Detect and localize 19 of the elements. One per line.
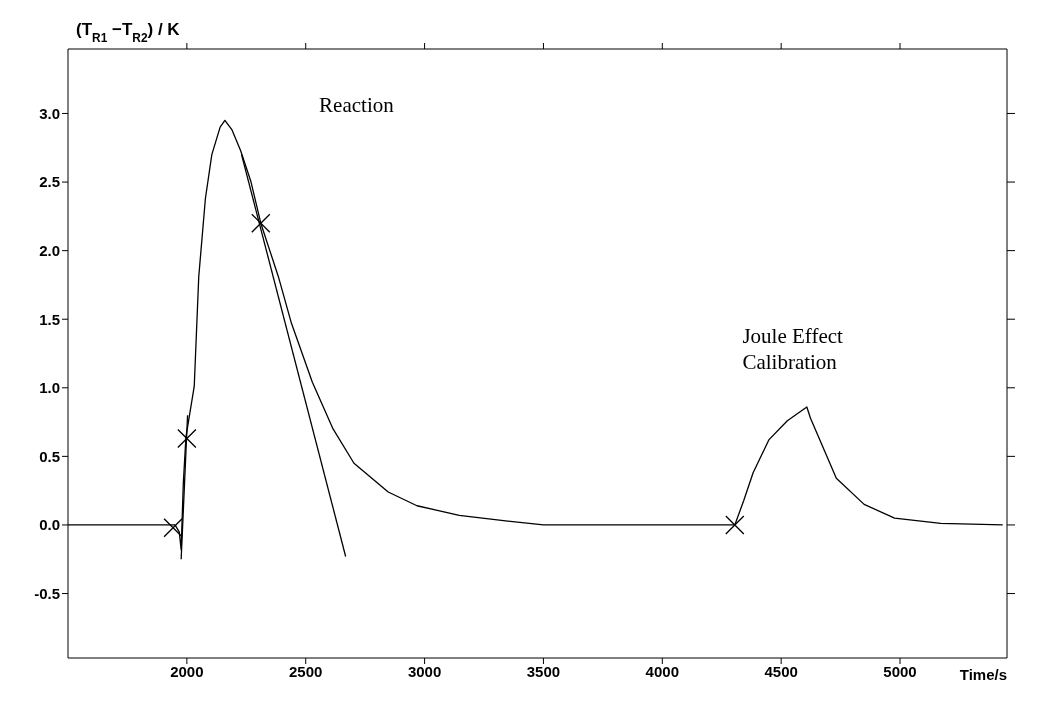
y-tick-label: -0.5 xyxy=(34,584,60,602)
x-tick-label: 5000 xyxy=(883,662,917,680)
x-tick-label: 2500 xyxy=(289,662,323,680)
annotation: Joule Effect Calibration xyxy=(742,323,844,375)
y-tick-label: 1.0 xyxy=(39,379,60,397)
y-tick-label: 0.0 xyxy=(39,516,60,534)
y-tick-label: 2.0 xyxy=(39,241,60,259)
x-tick-label: 4500 xyxy=(764,662,798,680)
x-tick-label: 2000 xyxy=(170,662,204,680)
x-tick-label: 3500 xyxy=(526,662,561,680)
y-axis-title: (T$_{R1}$ −T$_{R2}$) / K xyxy=(76,20,181,45)
annotation: Reaction xyxy=(319,92,395,118)
x-tick-label: 4000 xyxy=(645,662,679,680)
y-tick-label: 2.5 xyxy=(39,173,60,191)
x-axis-title: Time/s xyxy=(959,666,1007,683)
y-tick-label: 3.0 xyxy=(39,104,60,122)
y-tick-label: 0.5 xyxy=(39,447,60,465)
y-tick-label: 1.5 xyxy=(39,310,60,328)
x-tick-label: 3000 xyxy=(407,662,442,680)
